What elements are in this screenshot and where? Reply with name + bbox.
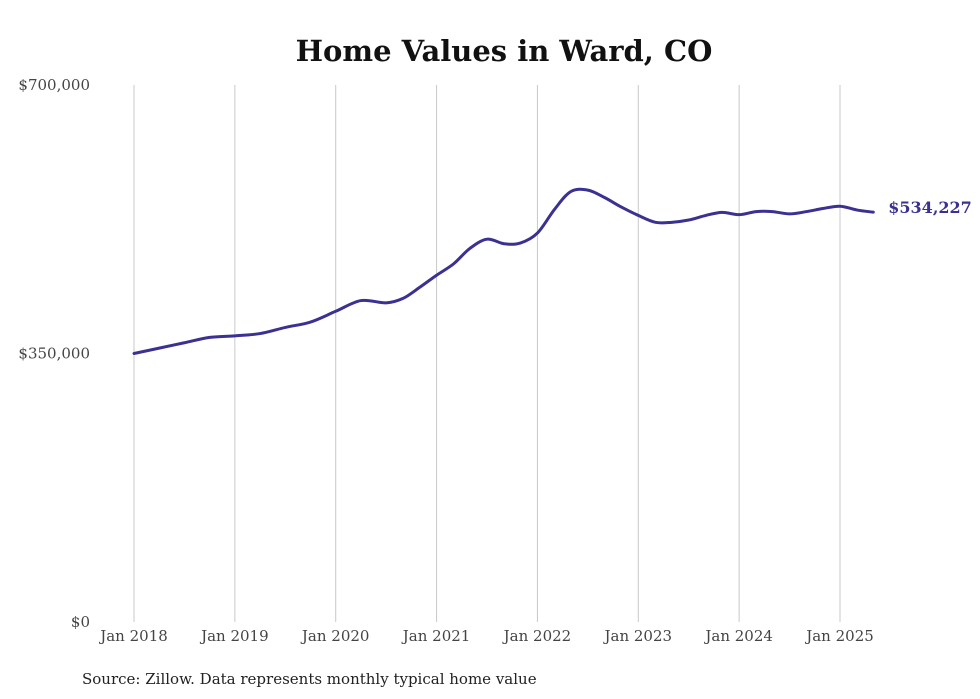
x-tick-label: Jan 2021 <box>401 627 471 645</box>
chart-title: Home Values in Ward, CO <box>296 34 713 68</box>
y-tick-label: $0 <box>71 613 90 631</box>
x-tick-label: Jan 2018 <box>98 627 168 645</box>
x-tick-label: Jan 2024 <box>703 627 773 645</box>
y-tick-label: $350,000 <box>18 345 90 363</box>
x-axis-ticks: Jan 2018 Jan 2019 Jan 2020 Jan 2021 Jan 2022… <box>98 627 874 645</box>
x-tick-label: Jan 2019 <box>199 627 269 645</box>
x-tick-label: Jan 2022 <box>502 627 572 645</box>
x-tick-label: Jan 2020 <box>300 627 370 645</box>
source-note: Source: Zillow. Data represents monthly … <box>82 670 537 688</box>
series-line <box>132 187 875 355</box>
y-tick-label: $700,000 <box>18 76 90 94</box>
gridlines <box>133 85 841 622</box>
x-tick-label: Jan 2023 <box>603 627 673 645</box>
y-axis-ticks: $0 $350,000 $700,000 <box>18 76 90 631</box>
end-value-label: $534,227 <box>888 198 972 217</box>
series-group: $534,227 <box>132 187 972 355</box>
x-tick-label: Jan 2025 <box>804 627 874 645</box>
